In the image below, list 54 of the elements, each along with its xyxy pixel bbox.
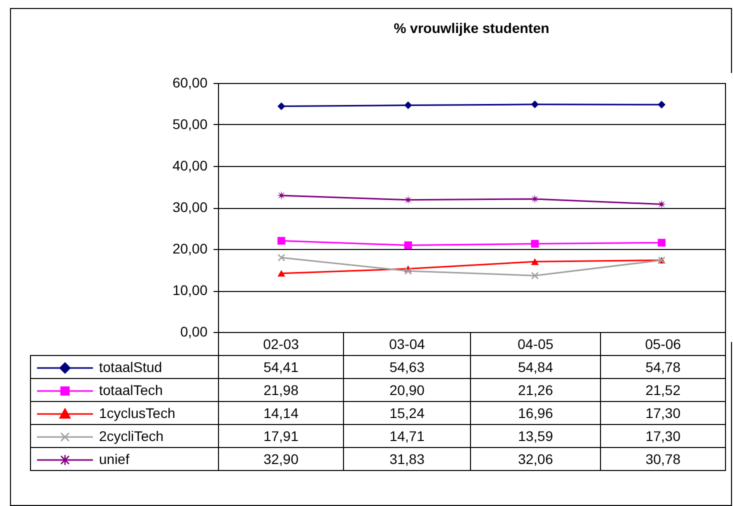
data-label: 17,91: [218, 424, 344, 448]
legend-label: 1cyclusTech: [99, 405, 176, 421]
data-label: 13,59: [470, 424, 600, 448]
x-tick-label: 05-06: [600, 332, 726, 356]
legend-label: totaalStud: [99, 359, 162, 375]
point: [531, 258, 539, 265]
data-label: 30,78: [600, 448, 726, 470]
y-tick-label: 50,00: [172, 116, 208, 132]
legend-label: unief: [99, 451, 130, 467]
point: [404, 101, 412, 110]
y-tick-label: 30,00: [172, 199, 208, 215]
data-label: 14,71: [344, 424, 470, 448]
point: [531, 272, 539, 280]
point: [531, 240, 539, 248]
point: [278, 270, 286, 277]
x-tick-label: 03-04: [344, 332, 470, 356]
point: [276, 190, 286, 200]
data-label: 14,14: [218, 402, 344, 424]
point: [278, 102, 286, 110]
point: [531, 100, 539, 108]
data-label: 54,78: [600, 356, 726, 378]
point: [278, 236, 286, 245]
data-label: 54,84: [470, 356, 600, 378]
y-tick-label: 40,00: [172, 158, 208, 174]
y-tick-label: 10,00: [172, 282, 208, 298]
data-label: 15,24: [344, 402, 470, 424]
point: [658, 100, 666, 109]
data-label: 21,52: [600, 378, 726, 402]
data-label: 16,96: [470, 402, 600, 424]
data-label: 21,98: [218, 378, 344, 402]
y-tick-label: 0,00: [180, 324, 208, 340]
point: [403, 195, 413, 205]
point: [656, 200, 666, 209]
data-label: 54,63: [344, 356, 470, 378]
data-label: 31,83: [344, 448, 470, 470]
point: [404, 267, 412, 275]
x-tick-label: 04-05: [470, 332, 600, 356]
data-label: 20,90: [344, 378, 470, 402]
data-label: 32,90: [218, 448, 344, 470]
data-label: 17,30: [600, 424, 726, 448]
data-label: 17,30: [600, 402, 726, 424]
point: [278, 254, 286, 262]
x-tick-label: 02-03: [218, 332, 344, 356]
chart-title: % vrouwlijke studenten: [392, 20, 550, 36]
y-tick-label: 20,00: [172, 240, 208, 256]
legend-label: totaalTech: [99, 382, 163, 398]
point: [404, 241, 412, 250]
y-tick-label: 60,00: [172, 74, 208, 90]
point: [658, 238, 666, 247]
data-label: 21,26: [470, 378, 600, 402]
point: [530, 194, 540, 204]
data-label: 54,41: [218, 356, 344, 378]
legend-label: 2cycliTech: [99, 428, 164, 444]
data-label: 32,06: [470, 448, 600, 470]
